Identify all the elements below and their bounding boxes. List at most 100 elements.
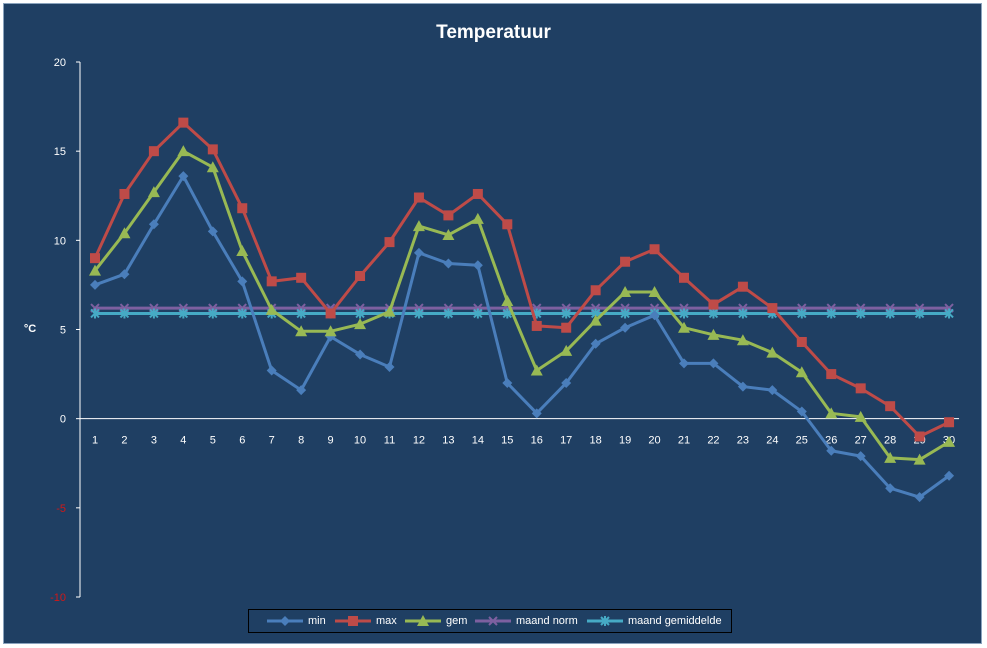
y-tick-label: -10 — [50, 592, 66, 604]
x-tick-label: 21 — [678, 435, 690, 447]
data-point-gem — [530, 364, 543, 376]
data-point-max — [885, 401, 896, 412]
data-point-gem — [707, 328, 720, 340]
legend-marker — [417, 615, 429, 626]
y-tick-label: 20 — [54, 57, 66, 69]
legend-label: maand gemiddelde — [628, 615, 722, 627]
data-point-min — [266, 365, 277, 376]
x-tick-label: 16 — [531, 435, 543, 447]
data-point-gem — [943, 435, 956, 447]
data-point-min — [148, 219, 159, 230]
data-point-min — [119, 269, 130, 280]
data-point-min — [90, 279, 100, 290]
x-tick-label: 20 — [648, 435, 660, 447]
data-point-max — [620, 256, 631, 267]
data-point-maand-gemiddelde — [296, 308, 306, 319]
legend-marker — [280, 616, 290, 626]
legend-label: min — [308, 615, 326, 627]
legend-item-min: min — [265, 613, 326, 629]
data-point-gem — [471, 212, 484, 224]
legend-item-maand-gemiddelde: maand gemiddelde — [585, 613, 722, 629]
data-point-min — [708, 358, 719, 369]
legend-swatch-maand-gemiddelde — [587, 616, 623, 626]
data-point-min — [649, 310, 660, 321]
x-tick-label: 19 — [619, 435, 631, 447]
x-tick-label: 17 — [560, 435, 572, 447]
data-point-min — [472, 260, 483, 271]
data-point-gem — [442, 228, 455, 240]
data-point-max — [443, 210, 454, 221]
legend-swatch-maand-norm — [475, 616, 511, 626]
data-point-gem — [560, 344, 573, 356]
data-point-min — [590, 338, 601, 349]
data-point-maand-gemiddelde — [885, 308, 895, 319]
data-point-min — [178, 171, 189, 182]
data-point-max — [796, 336, 807, 347]
data-point-max — [502, 219, 513, 230]
data-point-min — [855, 451, 866, 462]
data-point-maand-gemiddelde — [679, 308, 689, 319]
data-point-min — [620, 322, 631, 333]
data-point-maand-gemiddelde — [944, 308, 954, 319]
data-point-gem — [324, 325, 337, 337]
data-point-gem — [648, 286, 661, 298]
legend-swatch-gem — [405, 615, 441, 626]
chart-title: Temperatuur — [436, 22, 551, 43]
x-tick-label: 24 — [766, 435, 778, 447]
legend-marker — [348, 616, 358, 626]
data-point-gem — [589, 314, 602, 326]
data-point-max — [384, 237, 395, 248]
data-point-max — [413, 192, 424, 203]
data-point-gem — [147, 186, 160, 198]
data-point-gem — [383, 305, 396, 317]
x-tick-label: 22 — [707, 435, 719, 447]
x-tick-label: 1 — [92, 435, 98, 447]
data-point-max — [148, 146, 159, 157]
x-tick-label: 28 — [884, 435, 896, 447]
data-point-min — [737, 381, 748, 392]
data-point-min — [384, 361, 395, 372]
data-point-maand-gemiddelde — [414, 308, 424, 319]
data-point-max — [679, 272, 689, 283]
data-point-maand-gemiddelde — [797, 308, 807, 319]
legend-swatch-max — [335, 616, 371, 626]
data-point-min — [796, 406, 807, 417]
data-point-min — [826, 445, 837, 456]
data-point-maand-gemiddelde — [178, 308, 189, 319]
y-tick-label: 15 — [54, 146, 66, 158]
data-point-gem — [795, 366, 808, 378]
data-point-max — [708, 299, 719, 310]
legend-item-max: max — [333, 613, 397, 629]
data-point-max — [266, 276, 277, 287]
data-point-min — [443, 258, 454, 269]
data-point-min — [531, 408, 542, 419]
data-point-gem — [913, 453, 926, 465]
legend-label: gem — [446, 615, 468, 627]
data-point-maand-gemiddelde — [826, 308, 836, 319]
data-point-max — [767, 303, 778, 314]
legend: min max gem maand norm maand gemiddelde — [248, 609, 732, 633]
data-point-gem — [89, 264, 101, 276]
x-tick-label: 4 — [180, 435, 186, 447]
data-point-min — [944, 470, 955, 481]
x-tick-label: 27 — [855, 435, 867, 447]
y-axis-label: °C — [24, 323, 36, 335]
data-point-max — [90, 253, 100, 264]
data-point-gem — [295, 325, 308, 337]
data-point-gem — [412, 220, 425, 232]
data-point-maand-gemiddelde — [620, 308, 630, 319]
data-point-maand-gemiddelde — [473, 308, 483, 319]
data-point-maand-gemiddelde — [443, 308, 454, 319]
data-point-gem — [736, 334, 749, 346]
legend-item-gem: gem — [403, 613, 467, 629]
data-point-max — [914, 431, 925, 442]
x-tick-label: 23 — [737, 435, 749, 447]
data-point-maand-gemiddelde — [561, 308, 571, 319]
data-point-max — [826, 369, 837, 380]
legend-label: maand norm — [516, 615, 578, 627]
data-point-max — [355, 271, 366, 281]
data-point-min — [561, 378, 572, 388]
data-point-maand-gemiddelde — [149, 308, 159, 319]
legend-item-maand-norm: maand norm — [473, 613, 578, 629]
